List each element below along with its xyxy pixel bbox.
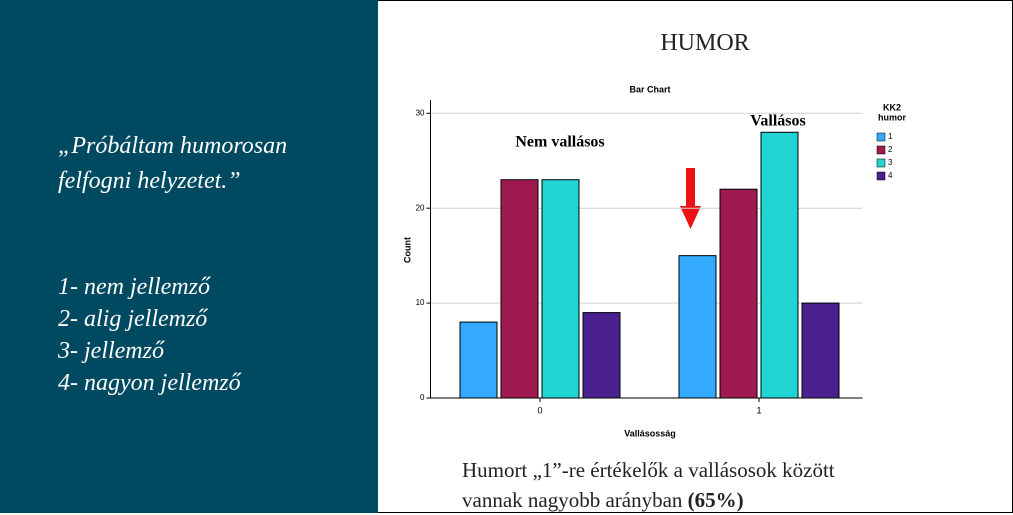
- scale-item: 1- nem jellemző: [58, 274, 210, 300]
- quote-line: „Próbáltam humorosan: [58, 133, 288, 159]
- annotation: Vallásos: [750, 113, 805, 130]
- legend-label: 4: [888, 171, 893, 180]
- x-axis-label: Vallásosság: [624, 428, 676, 438]
- bar: [582, 312, 621, 399]
- y-tick-label: 30: [416, 108, 425, 117]
- quote-line: felfogni helyzetet.”: [58, 168, 241, 194]
- legend-swatch: [876, 145, 886, 155]
- y-tick-label: 20: [416, 203, 425, 212]
- annotation: Nem vallásos: [515, 134, 604, 151]
- x-tick-label: 1: [756, 405, 761, 415]
- legend-label: 3: [888, 158, 893, 167]
- bar: [459, 321, 498, 399]
- legend-title: humor: [878, 112, 906, 122]
- legend-label: 1: [888, 132, 893, 141]
- arrow: [680, 168, 701, 229]
- bar: [541, 179, 580, 399]
- y-axis-label: Count: [402, 237, 412, 263]
- left-panel: „Próbáltam humorosan felfogni helyzetet.…: [0, 0, 378, 513]
- scale-item: 4- nagyon jellemző: [58, 370, 241, 396]
- caption-text: Humort „1”-re értékelők a vallásosok köz…: [462, 458, 835, 512]
- legend-swatch: [876, 158, 886, 168]
- caption-emphasis: (65%): [687, 488, 744, 512]
- slide-title: HUMOR: [660, 30, 750, 56]
- bar: [500, 179, 539, 399]
- x-tick-label: 0: [537, 405, 542, 415]
- scale-item: 2- alig jellemző: [58, 306, 208, 332]
- legend-title: KK2: [883, 102, 901, 112]
- scale-item: 3- jellemző: [58, 338, 164, 364]
- caption: Humort „1”-re értékelők a vallásosok köz…: [462, 455, 862, 515]
- legend-swatch: [876, 132, 886, 142]
- y-tick-label: 0: [420, 393, 425, 402]
- chart-title: Bar Chart: [629, 84, 670, 94]
- bar: [719, 188, 758, 399]
- bar: [760, 131, 799, 399]
- legend-swatch: [876, 171, 886, 181]
- y-tick-label: 10: [416, 298, 425, 307]
- bar: [801, 302, 840, 399]
- bar: [678, 255, 717, 399]
- legend-label: 2: [888, 145, 893, 154]
